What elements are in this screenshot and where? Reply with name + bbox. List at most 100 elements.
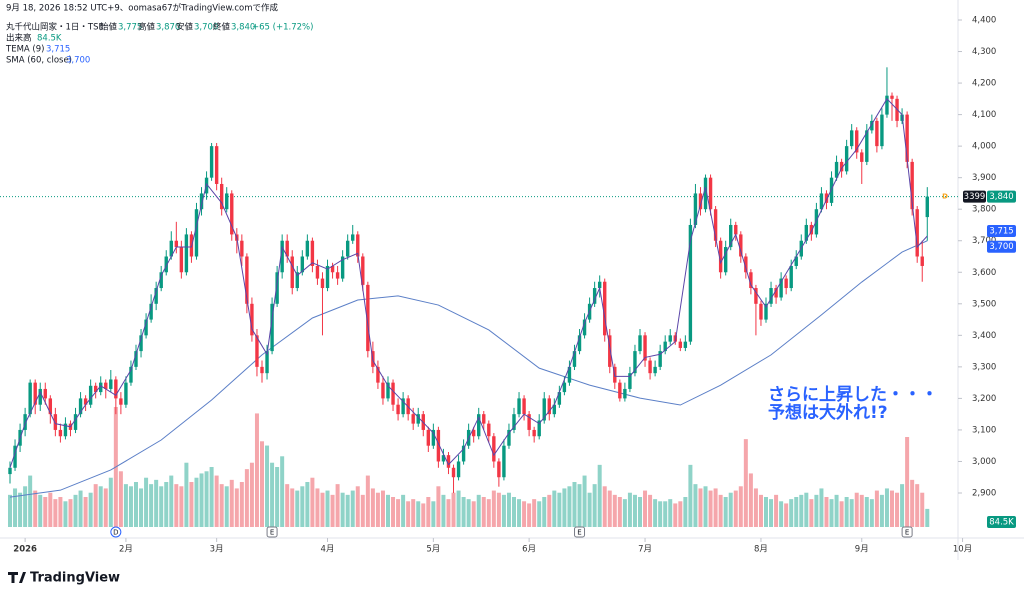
candle-body: [623, 388, 627, 399]
y-tick-label: 4,400: [972, 16, 996, 26]
volume-bar: [562, 488, 567, 527]
candle-body: [739, 234, 743, 257]
volume-bar: [128, 486, 133, 527]
y-tick-label: 3,700: [972, 236, 996, 246]
candle-body: [910, 161, 914, 210]
candle-body: [567, 366, 572, 383]
candle-body: [658, 351, 662, 367]
candle-body: [794, 256, 798, 266]
volume-bar: [63, 501, 68, 527]
candle-body: [461, 445, 466, 462]
volume-bar: [335, 484, 340, 527]
candle-body: [875, 120, 879, 147]
legend: 丸千代山岡家・1日・TSE 始値 3,775 高値 3,870 安値 3,700…: [5, 22, 313, 66]
candle-body: [240, 240, 244, 257]
candle-body: [129, 366, 133, 383]
candle-body: [729, 224, 733, 248]
volume-bar: [471, 501, 476, 527]
volume-bar: [884, 488, 889, 527]
volume-bar: [658, 501, 663, 527]
volume-bar: [517, 499, 522, 527]
event-label: E: [577, 529, 581, 537]
candle-body: [109, 379, 113, 389]
y-tick-label: 3,400: [972, 331, 996, 341]
volume-bar: [481, 497, 486, 527]
candle-body: [749, 272, 753, 289]
volume-bar: [426, 497, 431, 527]
candle-body: [325, 265, 330, 289]
volume-bar: [406, 501, 411, 527]
candle-body: [351, 234, 355, 241]
volume-bar: [622, 499, 627, 527]
event-marker: [110, 526, 122, 538]
candle-body: [83, 398, 88, 405]
candle-body: [446, 455, 451, 468]
candle-body: [471, 429, 476, 437]
x-tick-label: 6月: [522, 545, 536, 555]
candle-body: [572, 351, 577, 367]
volume-bar: [582, 475, 587, 527]
candle-body: [396, 404, 400, 415]
candle-body: [683, 341, 688, 348]
volume-bar: [13, 488, 18, 527]
candle-body: [320, 278, 325, 289]
volume-bar: [602, 486, 607, 527]
volume-bar: [18, 492, 23, 527]
volume-bar: [869, 499, 874, 527]
volume-bar: [804, 492, 809, 527]
change: +65 (+1.72%): [252, 23, 313, 33]
candle-body: [194, 209, 199, 257]
volume-bar: [461, 497, 466, 527]
candle-body: [260, 366, 264, 374]
candle-body: [335, 272, 340, 279]
volume-bar: [78, 490, 83, 527]
logo: TradingView: [8, 571, 120, 586]
candle-body: [703, 177, 708, 210]
x-tick-label: 4月: [321, 545, 335, 555]
volume-bar: [879, 494, 884, 527]
candle-body: [708, 177, 713, 210]
candle-body: [164, 256, 168, 273]
volume-bar: [169, 475, 174, 527]
volume-bar: [244, 469, 249, 527]
candle-body: [361, 256, 365, 285]
candle-body: [169, 240, 173, 257]
candle-body: [28, 382, 32, 415]
volume-bar: [265, 445, 270, 527]
volume-bar: [53, 499, 58, 527]
volume-bar: [925, 508, 930, 527]
candle-body: [154, 288, 158, 304]
volume-bar: [325, 490, 330, 527]
y-tick-label: 3,600: [972, 268, 996, 278]
volume-bar: [174, 484, 179, 527]
volume-bar: [93, 484, 98, 527]
volume-price-label-bg: [987, 516, 1016, 528]
candle-body: [723, 247, 728, 273]
tema-price-label: 3,715: [989, 227, 1013, 237]
plot: [0, 67, 958, 527]
last-price-label: 3,840: [989, 192, 1013, 202]
candle-body: [809, 224, 814, 235]
candle-body: [668, 335, 672, 342]
candle-body: [345, 240, 350, 257]
volume-bar: [728, 492, 733, 527]
candle-body: [547, 398, 551, 415]
candle-body: [633, 351, 637, 374]
candle-body: [880, 114, 884, 147]
volume-bar: [769, 499, 774, 527]
volume-bar: [189, 482, 194, 527]
candle-body: [124, 382, 128, 405]
volume-bar: [73, 494, 78, 527]
volume-bar: [98, 486, 103, 527]
price-marker: D: [942, 193, 948, 201]
sma-price-label: 3,700: [989, 242, 1013, 252]
y-tick-label: 3,500: [972, 299, 996, 309]
tema-label: TEMA (9): [5, 45, 44, 55]
x-tick-label: 2月: [119, 545, 133, 555]
candle-body: [250, 303, 254, 336]
candle-body: [179, 247, 184, 273]
volume-bar: [33, 490, 38, 527]
candle-body: [139, 335, 143, 352]
volume-bar: [270, 462, 275, 527]
volume-bar: [123, 484, 128, 527]
